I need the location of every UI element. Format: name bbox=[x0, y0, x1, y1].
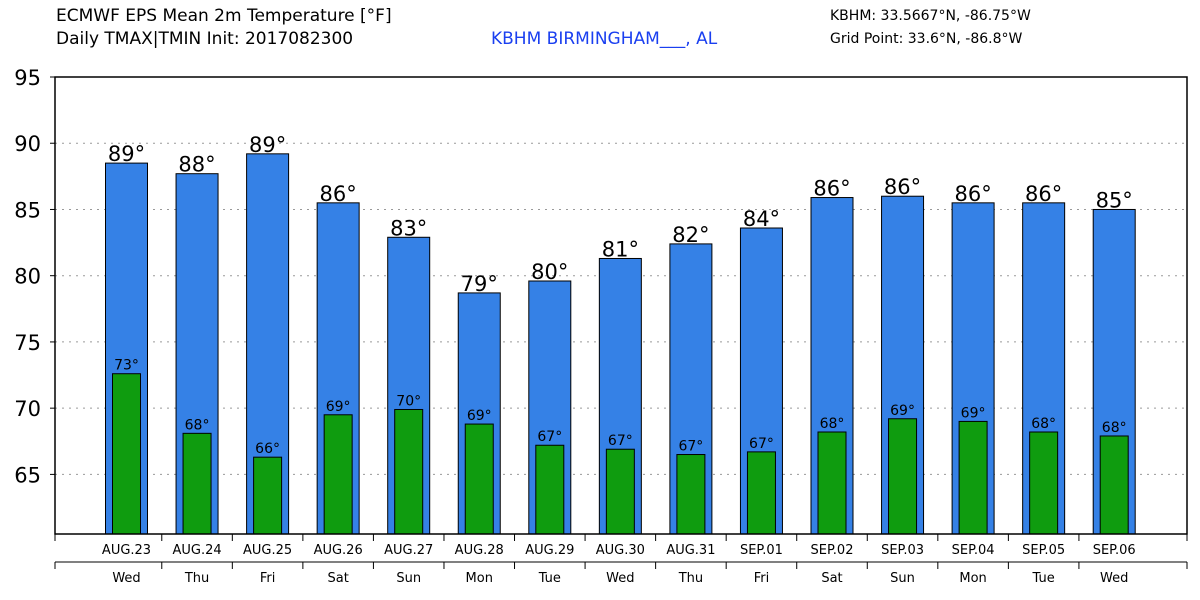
tmin-label: 69° bbox=[890, 403, 915, 419]
tmin-bar bbox=[1099, 435, 1129, 535]
y-tick-label: 85 bbox=[14, 198, 41, 222]
x-tick-weekday: Sat bbox=[821, 571, 842, 586]
chart-title: ECMWF EPS Mean 2m Temperature [°F] bbox=[56, 6, 392, 26]
tmax-label: 84° bbox=[743, 207, 780, 231]
tmax-label: 79° bbox=[461, 272, 498, 296]
x-tick-weekday: Wed bbox=[1100, 571, 1128, 586]
tmin-bar bbox=[958, 420, 988, 535]
tmin-label: 68° bbox=[1031, 416, 1056, 432]
tmin-label: 69° bbox=[326, 399, 351, 415]
tmin-bar bbox=[746, 451, 776, 535]
station-coordinates: KBHM: 33.5667°N, -86.75°W bbox=[830, 8, 1031, 24]
tmin-label: 73° bbox=[114, 358, 139, 374]
x-tick-weekday: Tue bbox=[1032, 571, 1055, 586]
x-tick-date: AUG.29 bbox=[525, 543, 574, 558]
y-tick-label: 80 bbox=[14, 265, 41, 289]
x-tick-weekday: Mon bbox=[959, 571, 986, 586]
x-tick-date: AUG.31 bbox=[666, 543, 715, 558]
tmax-label: 89° bbox=[249, 133, 286, 157]
x-tick-weekday: Wed bbox=[112, 571, 140, 586]
x-tick-weekday: Mon bbox=[466, 571, 493, 586]
y-tick-label: 75 bbox=[14, 331, 41, 355]
tmax-label: 86° bbox=[1025, 182, 1062, 206]
chart-subtitle: Daily TMAX|TMIN Init: 2017082300 bbox=[56, 29, 354, 49]
tmax-label: 80° bbox=[531, 260, 568, 284]
x-tick-date: SEP.05 bbox=[1022, 543, 1065, 558]
station-name: KBHM BIRMINGHAM___, AL bbox=[491, 29, 718, 49]
tmin-label: 70° bbox=[396, 393, 421, 409]
tmax-label: 85° bbox=[1096, 188, 1133, 212]
tmin-label: 68° bbox=[185, 417, 210, 433]
tmin-bar bbox=[676, 454, 706, 535]
y-tick-label: 90 bbox=[14, 132, 41, 156]
tmin-bar bbox=[464, 423, 494, 535]
plot-frame bbox=[54, 76, 1188, 535]
x-tick-weekday: Fri bbox=[260, 571, 276, 586]
tmax-label: 86° bbox=[320, 182, 357, 206]
x-tick-date: AUG.25 bbox=[243, 543, 292, 558]
tmin-bar bbox=[253, 456, 283, 535]
tmin-label: 66° bbox=[255, 441, 280, 457]
x-tick-weekday: Tue bbox=[538, 571, 561, 586]
y-tick-label: 95 bbox=[14, 66, 41, 90]
x-tick-date: AUG.30 bbox=[596, 543, 645, 558]
tmax-label: 86° bbox=[884, 175, 921, 199]
tmin-label: 67° bbox=[678, 439, 703, 455]
tmax-label: 83° bbox=[390, 216, 427, 240]
tmax-label: 82° bbox=[672, 223, 709, 247]
x-tick-date: SEP.06 bbox=[1093, 543, 1136, 558]
x-tick-date: AUG.27 bbox=[384, 543, 433, 558]
x-tick-date: SEP.04 bbox=[952, 543, 995, 558]
tmin-bar bbox=[323, 414, 353, 535]
tmin-bar bbox=[182, 432, 212, 535]
tmin-bar bbox=[394, 408, 424, 535]
x-tick-weekday: Sun bbox=[396, 571, 421, 586]
tmin-label: 68° bbox=[1102, 420, 1127, 436]
tmin-bar bbox=[888, 418, 918, 535]
tmin-label: 67° bbox=[749, 436, 774, 452]
x-tick-date: SEP.02 bbox=[811, 543, 854, 558]
x-tick-weekday: Thu bbox=[678, 571, 703, 586]
tmax-label: 81° bbox=[602, 237, 639, 261]
tmin-label: 69° bbox=[467, 408, 492, 424]
tmin-label: 68° bbox=[820, 416, 845, 432]
x-tick-date: AUG.28 bbox=[455, 543, 504, 558]
tmin-bar bbox=[112, 373, 141, 535]
x-tick-date: AUG.23 bbox=[102, 543, 151, 558]
tmin-bar bbox=[817, 431, 847, 535]
tmin-bar bbox=[1029, 431, 1059, 535]
x-tick-weekday: Fri bbox=[754, 571, 770, 586]
x-tick-weekday: Sun bbox=[890, 571, 915, 586]
tmin-label: 67° bbox=[608, 433, 633, 449]
tmin-bar bbox=[535, 444, 565, 535]
tmax-label: 86° bbox=[954, 182, 991, 206]
x-tick-weekday: Thu bbox=[184, 571, 209, 586]
x-tick-weekday: Wed bbox=[606, 571, 634, 586]
x-tick-weekday: Sat bbox=[327, 571, 348, 586]
grid-point-coordinates: Grid Point: 33.6°N, -86.8°W bbox=[830, 31, 1023, 47]
tmin-label: 69° bbox=[961, 405, 986, 421]
tmin-label: 67° bbox=[537, 429, 562, 445]
x-tick-date: AUG.24 bbox=[172, 543, 221, 558]
tmax-label: 86° bbox=[813, 177, 850, 201]
y-tick-label: 65 bbox=[14, 463, 41, 487]
tmin-bar bbox=[605, 448, 635, 535]
x-tick-date: AUG.26 bbox=[314, 543, 363, 558]
x-tick-date: SEP.03 bbox=[881, 543, 924, 558]
y-tick-label: 70 bbox=[14, 397, 41, 421]
tmax-label: 88° bbox=[178, 153, 215, 177]
x-tick-date: SEP.01 bbox=[740, 543, 783, 558]
tmax-label: 89° bbox=[108, 142, 145, 166]
